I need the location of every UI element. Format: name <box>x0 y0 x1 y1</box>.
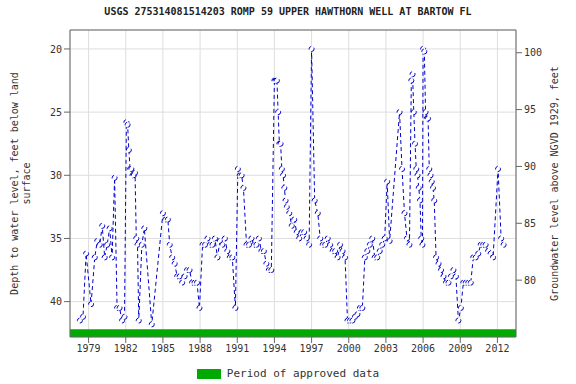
svg-text:1997: 1997 <box>300 343 324 354</box>
html-text:Period of approved data: Period of approved data <box>226 367 380 380</box>
svg-text:2009: 2009 <box>448 343 472 354</box>
svg-text:40: 40 <box>50 296 62 307</box>
svg-text:100: 100 <box>524 47 542 58</box>
svg-text:20: 20 <box>50 44 62 55</box>
html-text:USGS 275314081514203 ROMP 59 U: USGS 275314081514203 ROMP 59 UPPER HAWTH… <box>104 6 472 17</box>
svg-text:30: 30 <box>50 170 62 181</box>
svg-text:90: 90 <box>524 161 536 172</box>
svg-text:2012: 2012 <box>485 343 509 354</box>
svg-text:1991: 1991 <box>225 343 249 354</box>
svg-text:95: 95 <box>524 104 536 115</box>
svg-text:1988: 1988 <box>188 343 212 354</box>
svg-text:85: 85 <box>524 218 536 229</box>
svg-text:1979: 1979 <box>77 343 101 354</box>
svg-text:2006: 2006 <box>411 343 435 354</box>
svg-text:2000: 2000 <box>337 343 361 354</box>
svg-text:35: 35 <box>50 233 62 244</box>
svg-text:Groundwater level above NGVD 1: Groundwater level above NGVD 1929, feet <box>549 66 560 301</box>
svg-text:25: 25 <box>50 107 62 118</box>
svg-text:Depth to water level, feet bel: Depth to water level, feet below landsur… <box>9 72 32 295</box>
svg-text:1982: 1982 <box>114 343 138 354</box>
svg-text:1985: 1985 <box>151 343 175 354</box>
svg-text:1994: 1994 <box>262 343 286 354</box>
svg-text:2003: 2003 <box>374 343 398 354</box>
svg-text:80: 80 <box>524 275 536 286</box>
